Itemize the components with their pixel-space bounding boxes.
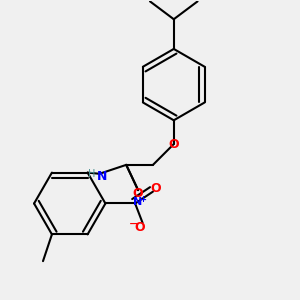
Text: O: O <box>169 138 179 151</box>
Text: −: − <box>129 219 138 229</box>
Text: O: O <box>134 221 145 234</box>
Text: N: N <box>97 170 108 183</box>
Text: +: + <box>139 194 146 203</box>
Text: O: O <box>133 187 143 200</box>
Text: O: O <box>151 182 161 195</box>
Text: H: H <box>88 169 96 179</box>
Text: N: N <box>134 197 143 207</box>
